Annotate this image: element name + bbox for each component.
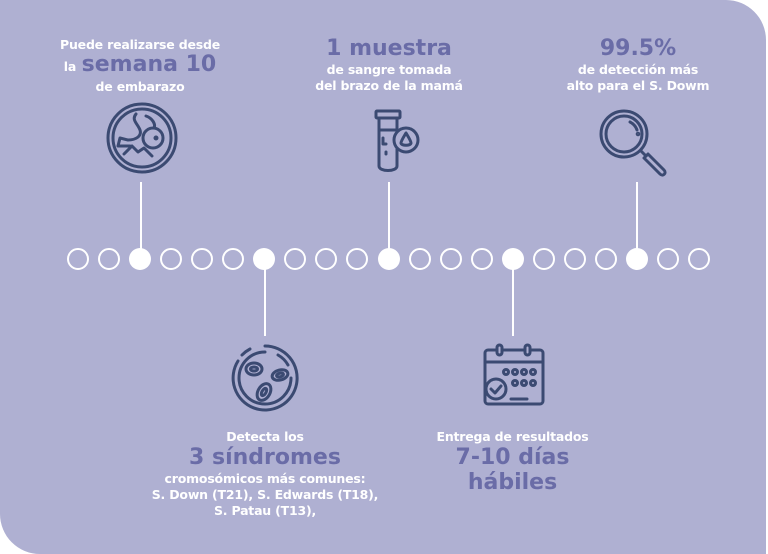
timeline-dot bbox=[594, 248, 617, 270]
sample-line3: del brazo de la mamá bbox=[315, 78, 463, 93]
timeline-dot bbox=[346, 248, 369, 270]
week-line2: la semana 10 bbox=[40, 52, 240, 79]
magnifier-icon bbox=[599, 109, 667, 177]
timeline-dot bbox=[98, 248, 121, 270]
syndromes-line3: cromosómicos más comunes: bbox=[164, 471, 366, 486]
syndromes-line4: S. Down (T21), S. Edwards (T18), bbox=[151, 487, 379, 502]
timeline-dot bbox=[408, 248, 431, 270]
timeline-dot bbox=[191, 248, 214, 270]
connector-detection bbox=[636, 182, 638, 252]
sample-highlight: 1 muestra bbox=[326, 36, 452, 61]
timeline-dot bbox=[284, 248, 307, 270]
cells-icon bbox=[231, 344, 299, 412]
results-highlight2: hábiles bbox=[467, 470, 558, 495]
timeline-dot bbox=[67, 248, 89, 270]
syndromes-line1: Detecta los bbox=[226, 429, 304, 444]
week-line3: de embarazo bbox=[95, 79, 185, 94]
timeline-dot bbox=[470, 248, 493, 270]
connector-sample bbox=[388, 182, 390, 252]
syndromes-highlight: 3 síndromes bbox=[189, 445, 341, 470]
detection-line2: de detección más bbox=[577, 62, 699, 77]
milestone-syndromes: Detecta los 3 síndromes cromosómicos más… bbox=[140, 429, 390, 519]
sample-line2: de sangre tomada bbox=[326, 62, 452, 77]
timeline-dot bbox=[222, 248, 245, 270]
timeline-dot bbox=[160, 248, 183, 270]
timeline-milestone-dot bbox=[129, 248, 152, 270]
milestone-sample: 1 muestra de sangre tomada del brazo de … bbox=[289, 36, 489, 94]
week-highlight: semana 10 bbox=[81, 52, 217, 77]
timeline-dot bbox=[439, 248, 462, 270]
timeline-milestone-dot bbox=[253, 248, 276, 270]
timeline-milestone-dot bbox=[377, 248, 400, 270]
timeline-dot bbox=[315, 248, 338, 270]
week-line1: Puede realizarse desde bbox=[60, 37, 220, 52]
milestone-week: Puede realizarse desde la semana 10 de e… bbox=[40, 37, 240, 95]
connector-results bbox=[512, 264, 514, 336]
timeline-dot bbox=[532, 248, 555, 270]
timeline-milestone-dot bbox=[501, 248, 524, 270]
connector-syndromes bbox=[264, 264, 266, 336]
blood-test-tube-icon bbox=[374, 109, 420, 172]
calendar-check-icon bbox=[483, 343, 545, 406]
fetus-icon bbox=[106, 102, 178, 174]
results-highlight1: 7-10 días bbox=[455, 445, 570, 470]
week-prefix: la bbox=[63, 59, 77, 74]
milestone-detection: 99.5% de detección más alto para el S. D… bbox=[538, 36, 738, 94]
milestone-results: Entrega de resultados 7-10 días hábiles bbox=[405, 429, 620, 495]
detection-line3: alto para el S. Dowm bbox=[566, 78, 710, 93]
timeline-dot bbox=[563, 248, 586, 270]
detection-highlight: 99.5% bbox=[599, 36, 677, 61]
connector-week bbox=[140, 182, 142, 252]
syndromes-line5: S. Patau (T13), bbox=[213, 503, 317, 518]
timeline-milestone-dot bbox=[625, 248, 648, 270]
timeline-dot bbox=[656, 248, 679, 270]
timeline-dot bbox=[688, 248, 710, 270]
results-line1: Entrega de resultados bbox=[436, 429, 589, 444]
